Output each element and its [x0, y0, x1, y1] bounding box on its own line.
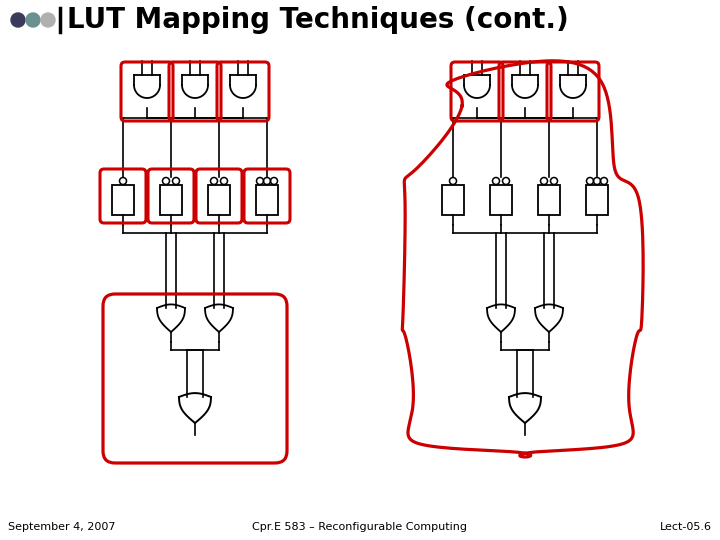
Bar [538, 185, 560, 215]
Bar [442, 185, 464, 215]
Circle shape [11, 13, 25, 27]
Bar [586, 185, 608, 215]
Bar [112, 185, 134, 215]
Bar [160, 185, 182, 215]
Bar [490, 185, 512, 215]
Circle shape [41, 13, 55, 27]
Text: September 4, 2007: September 4, 2007 [8, 522, 115, 532]
Bar [256, 185, 278, 215]
Circle shape [26, 13, 40, 27]
Text: LUT Mapping Techniques (cont.): LUT Mapping Techniques (cont.) [67, 6, 569, 34]
Bar [208, 185, 230, 215]
Text: Lect-05.6: Lect-05.6 [660, 522, 712, 532]
Text: Cpr.E 583 – Reconfigurable Computing: Cpr.E 583 – Reconfigurable Computing [253, 522, 467, 532]
